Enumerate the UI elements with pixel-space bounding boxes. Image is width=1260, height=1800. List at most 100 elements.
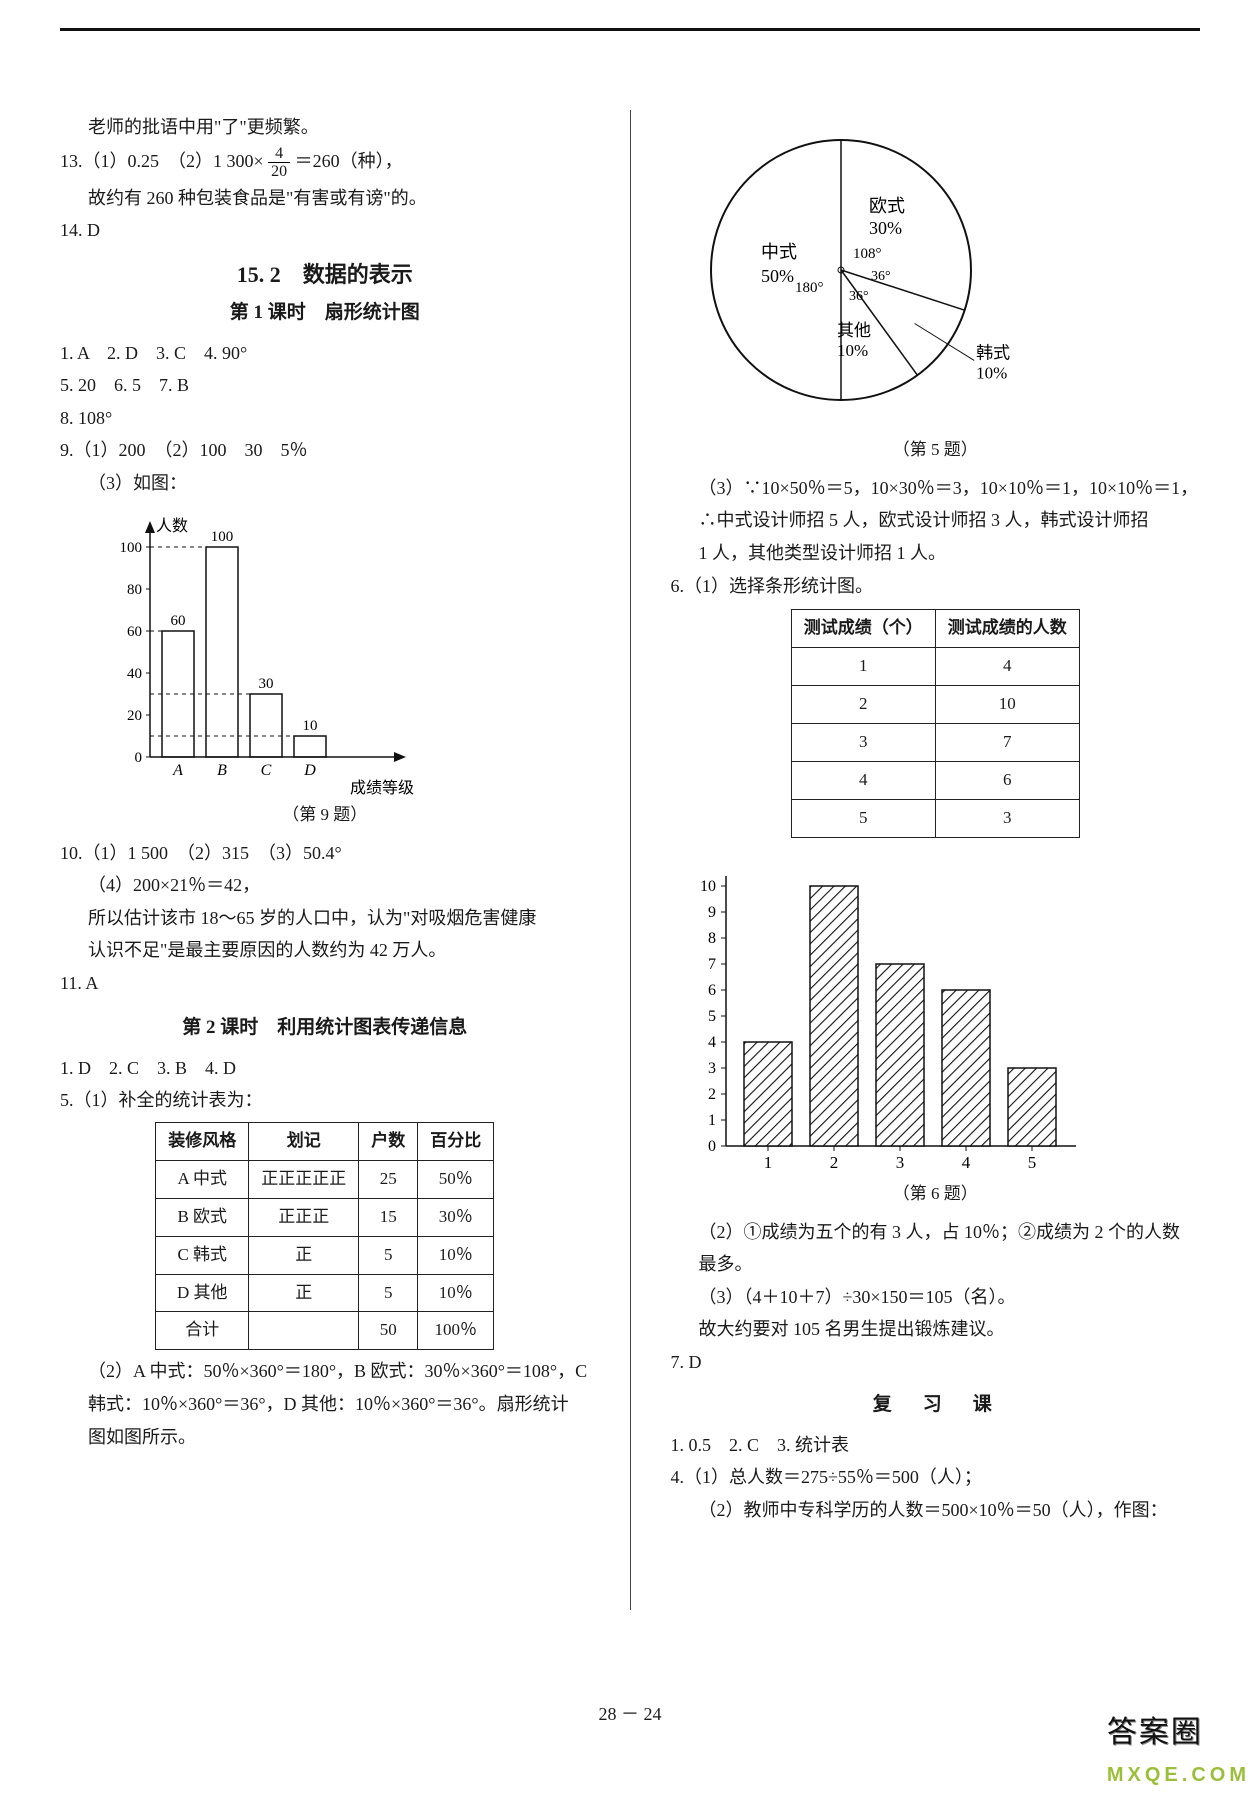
section-title: 15. 2 数据的表示 [60,256,590,293]
svg-text:100: 100 [211,529,234,545]
svg-text:5: 5 [708,1008,716,1025]
table-q6: 测试成绩（个）测试成绩的人数14210374653 [791,609,1080,837]
svg-text:韩式: 韩式 [976,343,1010,362]
chart-caption: （第 5 题） [671,436,1201,465]
table-header: 百分比 [418,1122,494,1160]
table-header: 划记 [249,1122,359,1160]
chart-caption: （第 9 题） [60,801,590,830]
svg-text:0: 0 [708,1138,716,1155]
page-number: 28 － 24 [0,1699,1260,1730]
ans-line: 9.（1）200 （2）100 30 5％ [60,435,590,466]
svg-text:8: 8 [708,930,716,947]
svg-text:30: 30 [259,676,274,692]
text: （2）①成绩为五个的有 3 人，占 10％；②成绩为 2 个的人数 [671,1217,1201,1248]
subtitle: 第 1 课时 扇形统计图 [60,297,590,329]
table-row: 14 [791,648,1079,686]
table-row: 53 [791,799,1079,837]
svg-text:108°: 108° [853,246,882,262]
ans-line: 所以估计该市 18～65 岁的人口中，认为"对吸烟危害健康 [60,903,590,934]
text: ∴中式设计师招 5 人，欧式设计师招 3 人，韩式设计师招 [671,505,1201,536]
subtitle: 第 2 课时 利用统计图表传递信息 [60,1012,590,1044]
ans-line: 5.（1）补全的统计表为： [60,1085,590,1116]
svg-text:4: 4 [708,1034,716,1051]
watermark: 答案圈 MXQE.COM [1107,1707,1250,1792]
ans-line: 6.（1）选择条形统计图。 [671,571,1201,602]
ans-line: 1. 0.5 2. C 3. 统计表 [671,1430,1201,1461]
table-header: 测试成绩的人数 [935,610,1079,648]
left-column: 老师的批语中用"了"更频繁。 13.（1）0.25 （2）1 300× 420 … [60,110,590,1610]
ans-line: 5. 20 6. 5 7. B [60,370,590,401]
svg-text:2: 2 [708,1086,716,1103]
table-row: C 韩式正510％ [156,1236,494,1274]
svg-text:欧式: 欧式 [869,196,905,216]
q14: 14. D [60,215,590,246]
table-row: 合计50100％ [156,1312,494,1350]
svg-text:9: 9 [708,904,716,921]
ans-line: 4.（1）总人数＝275÷55％＝500（人）； [671,1462,1201,1493]
text: （3）（4＋10＋7）÷30×150＝105（名）。 [671,1282,1201,1313]
ans-line: 11. A [60,968,590,999]
section-title: 复 习 课 [671,1389,1201,1421]
text: 韩式：10％×360°＝36°，D 其他：10％×360°＝36°。扇形统计 [60,1389,590,1420]
table-row: A 中式正正正正正2550％ [156,1160,494,1198]
svg-text:10: 10 [700,878,716,895]
svg-text:3: 3 [708,1060,716,1077]
table-row: 37 [791,723,1079,761]
svg-text:人数: 人数 [156,517,188,535]
svg-text:1: 1 [708,1112,716,1129]
svg-text:5: 5 [1027,1153,1036,1172]
table-header: 测试成绩（个） [791,610,935,648]
ans-line: 1. D 2. C 3. B 4. D [60,1053,590,1084]
ans-line: （2）教师中专科学历的人数＝500×10％＝50（人），作图： [671,1495,1201,1526]
text: 老师的批语中用"了"更频繁。 [60,112,590,143]
table-header: 户数 [359,1122,418,1160]
text: （3）∵10×50％＝5，10×30％＝3，10×10％＝1，10×10％＝1， [671,473,1201,504]
svg-text:10%: 10% [976,363,1007,382]
svg-text:C: C [261,762,272,779]
svg-text:10%: 10% [837,341,868,360]
bar-chart-q9: 人数成绩等级02040608010060A100B30C10D [100,507,590,797]
table-header: 装修风格 [156,1122,249,1160]
chart-caption: （第 6 题） [671,1180,1201,1209]
column-divider [630,110,631,1610]
text: 故约有 260 种包装食品是"有害或有谤"的。 [60,183,590,214]
svg-text:成绩等级: 成绩等级 [350,779,414,797]
svg-text:B: B [217,762,227,779]
text: 图如图所示。 [60,1422,590,1453]
svg-text:36°: 36° [849,289,869,304]
ans-line: 10.（1）1 500 （2）315 （3）50.4° [60,838,590,869]
svg-text:A: A [172,762,183,779]
ans-line: 8. 108° [60,403,590,434]
svg-text:其他: 其他 [837,321,871,340]
table-row: 46 [791,761,1079,799]
svg-text:80: 80 [127,582,142,598]
right-column: 中式50%180°欧式30%108°36°36°韩式10%其他10% （第 5 … [671,110,1201,1610]
table-q5: 装修风格划记户数百分比A 中式正正正正正2550％B 欧式正正正1530％C 韩… [155,1122,494,1350]
svg-text:2: 2 [829,1153,838,1172]
table-row: B 欧式正正正1530％ [156,1198,494,1236]
svg-text:36°: 36° [871,269,891,284]
text: 1 人，其他类型设计师招 1 人。 [671,538,1201,569]
svg-text:1: 1 [763,1153,772,1172]
svg-text:180°: 180° [795,280,824,296]
svg-text:6: 6 [708,982,716,999]
svg-text:20: 20 [127,708,142,724]
ans-line: 认识不足"是最主要原因的人数约为 42 万人。 [60,935,590,966]
text: 最多。 [671,1249,1201,1280]
ans-line: （3）如图： [60,468,590,499]
svg-text:3: 3 [895,1153,904,1172]
svg-text:40: 40 [127,666,142,682]
svg-text:中式: 中式 [761,242,797,262]
svg-text:30%: 30% [869,218,902,238]
text: （2）A 中式：50％×360°＝180°，B 欧式：30％×360°＝108°… [60,1356,590,1387]
bar-chart-q6: 01234567891012345 [671,856,1201,1176]
pie-chart-q5: 中式50%180°欧式30%108°36°36°韩式10%其他10% [671,110,1201,430]
svg-text:100: 100 [120,540,143,556]
svg-text:D: D [303,762,316,779]
svg-text:10: 10 [303,718,318,734]
table-row: D 其他正510％ [156,1274,494,1312]
svg-text:4: 4 [961,1153,970,1172]
svg-text:60: 60 [171,613,186,629]
svg-text:0: 0 [135,750,143,766]
table-row: 210 [791,686,1079,724]
